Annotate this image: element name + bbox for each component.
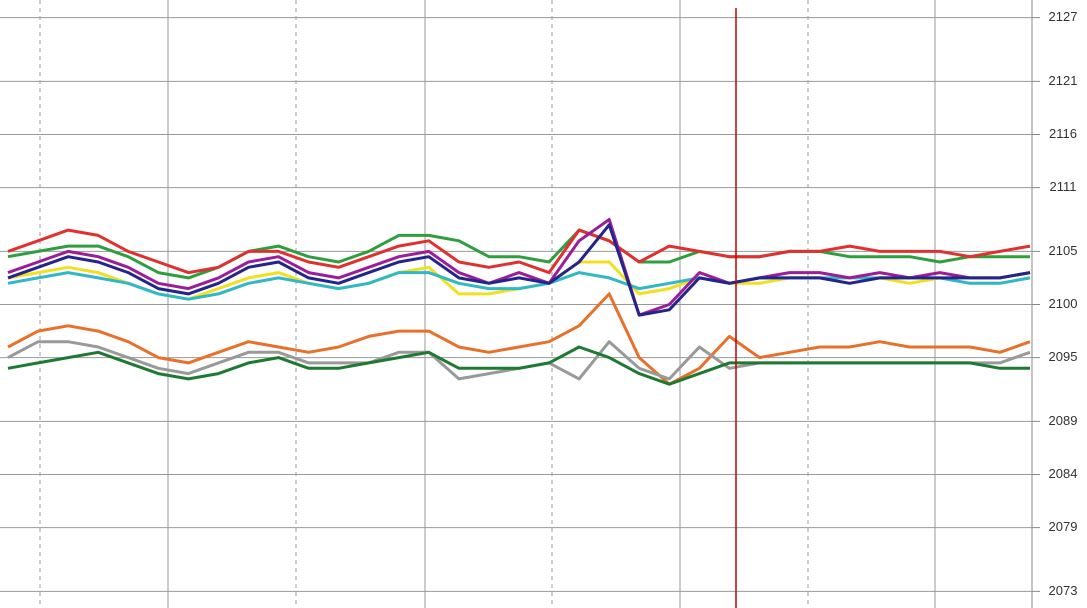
series-line xyxy=(7,228,1031,275)
series-line xyxy=(7,271,1031,301)
y-tick-label: 2079 xyxy=(1049,519,1078,534)
y-tick-label: 2111 xyxy=(1050,179,1077,194)
y-tick-label: 2095 xyxy=(1049,349,1078,364)
series-line xyxy=(7,345,1030,386)
horizontal-grid xyxy=(0,17,1032,592)
series-line xyxy=(7,223,1031,317)
series-line xyxy=(7,292,1031,386)
series-line xyxy=(7,218,1031,317)
y-tick-label: 2121 xyxy=(1049,73,1078,88)
y-tick-label: 2089 xyxy=(1049,413,1078,428)
y-tick-label: 2084 xyxy=(1049,466,1078,481)
y-tick-label: 2073 xyxy=(1049,583,1078,598)
y-tick-label: 2127 xyxy=(1049,9,1078,24)
y-tick-label: 2100 xyxy=(1049,296,1078,311)
y-tick-label: 2105 xyxy=(1049,243,1078,258)
lines xyxy=(7,218,1031,386)
y-tick-label: 2116 xyxy=(1049,126,1077,141)
y-axis: 2073 2079 2084 2089 2095 2100 2105 2111 2116 2121… xyxy=(1032,9,1077,598)
series-line xyxy=(7,228,1030,280)
